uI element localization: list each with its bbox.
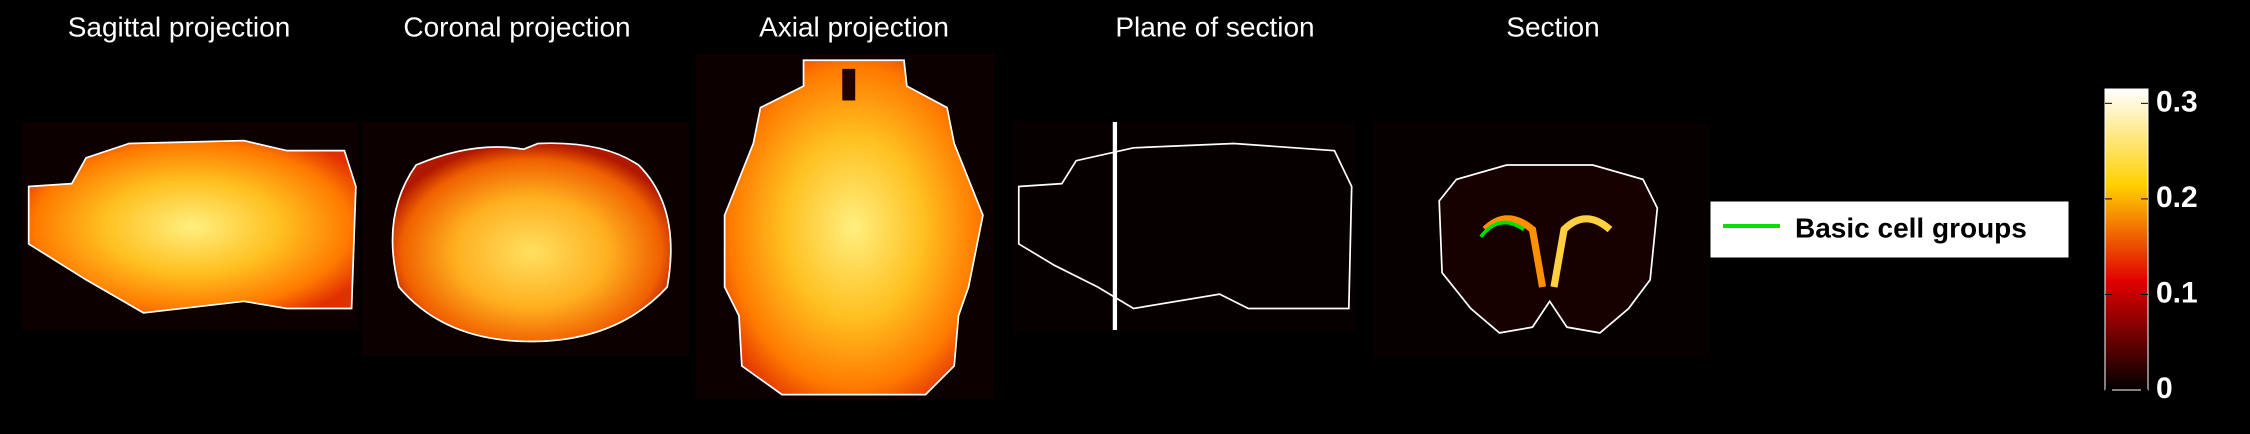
tick-label: 0.1 xyxy=(2156,276,2198,309)
coronal-brain xyxy=(391,142,672,343)
images xyxy=(21,53,1711,399)
panel-title: Section xyxy=(1506,11,1599,42)
axial-detail xyxy=(842,68,856,101)
section-structure xyxy=(1479,220,1525,238)
colorbar xyxy=(2104,88,2149,391)
legend-box xyxy=(1709,200,2070,259)
tick-label: 0.3 xyxy=(2156,85,2198,118)
axial-brain xyxy=(723,59,984,396)
panel-title: Coronal projection xyxy=(403,11,630,42)
colorbar-ticks: 0 0.1 0.2 0.3 xyxy=(2105,85,2198,405)
tick-label: 0 xyxy=(2156,372,2173,405)
sagittal-brain xyxy=(27,139,357,314)
plane-outline xyxy=(1017,142,1353,310)
panel-title: Sagittal projection xyxy=(68,11,291,42)
tick-label: 0.2 xyxy=(2156,181,2198,214)
titles: Sagittal projection Coronal projection Axi… xyxy=(68,11,1600,42)
panel-title: Plane of section xyxy=(1115,11,1314,42)
panel-bg xyxy=(1013,121,1356,333)
section-outline xyxy=(1438,164,1659,334)
legend: Basic cell groups xyxy=(1709,200,2070,259)
section-detail xyxy=(1550,215,1613,288)
panel-title: Axial projection xyxy=(759,11,949,42)
legend-label: Basic cell groups xyxy=(1795,212,2027,243)
